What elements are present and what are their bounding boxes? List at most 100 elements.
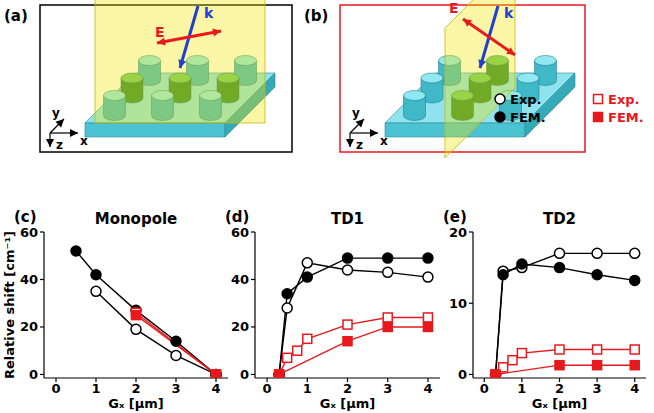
marker [630, 275, 640, 285]
series-line [279, 317, 428, 374]
arrow-head [478, 59, 486, 68]
arrow-head [56, 119, 64, 127]
y-tick-label: 40 [20, 272, 38, 287]
marker [593, 361, 602, 370]
arrow-head [506, 47, 515, 55]
x-tick-label: 1 [91, 381, 100, 396]
arrow-head [178, 59, 186, 68]
arrow-head [346, 139, 354, 147]
marker [555, 263, 565, 273]
marker [132, 311, 141, 320]
arrow-shaft [157, 31, 221, 43]
series-line [279, 327, 428, 374]
marker [303, 334, 312, 343]
arrow-head [212, 29, 221, 37]
x-tick-label: 3 [593, 381, 602, 396]
plane [95, 0, 265, 123]
series-line [96, 291, 216, 374]
legend-label: FEM. [510, 110, 546, 125]
marker [274, 369, 284, 378]
marker [517, 259, 527, 269]
marker [343, 320, 352, 329]
x-tick-label: 0 [480, 381, 489, 396]
x-tick-label: 4 [630, 381, 639, 396]
marker [211, 369, 221, 378]
y-axis [254, 232, 255, 378]
series-line [136, 313, 216, 375]
figure: (a)Ekxyz(b)Ekxyz020406001234Gₓ [μm]Relat… [0, 0, 654, 413]
marker [343, 253, 353, 263]
x-axis-title: Gₓ [μm] [108, 396, 164, 411]
marker [91, 286, 101, 296]
marker [491, 370, 500, 378]
marker [71, 246, 81, 256]
series-line [279, 258, 428, 374]
x-tick-label: 0 [263, 381, 272, 396]
marker [274, 369, 284, 378]
marker [302, 258, 312, 268]
chart-title: TD2 [543, 210, 576, 228]
marker [423, 313, 432, 322]
pillar-top [421, 73, 443, 83]
marker [555, 248, 565, 258]
marker [131, 324, 141, 334]
x-tick-label: 4 [211, 381, 220, 396]
series-line [496, 264, 635, 374]
y-tick-label: 20 [231, 319, 249, 334]
marker [491, 369, 501, 378]
marker [293, 346, 302, 355]
legend-label: Exp. [510, 92, 542, 107]
arrow-head [370, 129, 378, 137]
diagram: (a)Ekxyz [4, 0, 292, 152]
marker [91, 270, 101, 280]
panel-label: (e) [443, 208, 467, 226]
y-tick [40, 279, 44, 280]
y-tick [251, 231, 255, 232]
text: y [52, 106, 60, 120]
arrow-head [463, 19, 472, 27]
text: E [449, 0, 459, 16]
x-tick-label: 2 [343, 381, 352, 396]
legend-label: FEM. [608, 110, 644, 125]
text: z [56, 138, 63, 152]
x-tick-label: 2 [131, 381, 140, 396]
y-tick [469, 231, 473, 232]
chart-title: TD1 [331, 210, 364, 228]
y-tick [40, 374, 44, 375]
y-axis [43, 232, 44, 378]
marker [630, 248, 640, 258]
chart: 020406001234Gₓ [μm]Relative shift [cm⁻¹]… [2, 208, 228, 411]
x-tick-label: 0 [51, 381, 60, 396]
text: x [80, 134, 88, 148]
marker [275, 370, 284, 378]
text: z [356, 138, 363, 152]
text: k [504, 5, 514, 21]
pillar-top [404, 91, 426, 101]
arrow-shaft [350, 119, 364, 133]
series-line [496, 350, 635, 375]
marker [555, 361, 564, 370]
marker [594, 113, 603, 122]
diagram: (b)Ekxyz [304, 0, 585, 158]
marker [495, 112, 505, 122]
series-line [76, 251, 216, 374]
chart: 0102001234Gₓ [μm]TD2(e) [443, 208, 646, 411]
arrow-shaft [463, 19, 515, 55]
y-tick [469, 374, 473, 375]
marker [302, 272, 312, 282]
series-line [279, 263, 428, 375]
marker [594, 95, 603, 104]
marker [383, 313, 392, 322]
marker [630, 361, 639, 370]
marker [491, 370, 500, 378]
marker [423, 253, 433, 263]
series-line [136, 315, 216, 374]
y-tick-label: 10 [449, 296, 467, 311]
text: y [352, 106, 360, 120]
marker [383, 267, 393, 277]
arrow-head [70, 129, 78, 137]
slab-front [85, 123, 225, 137]
text: E [155, 24, 165, 40]
marker [283, 353, 292, 362]
marker [495, 94, 505, 104]
